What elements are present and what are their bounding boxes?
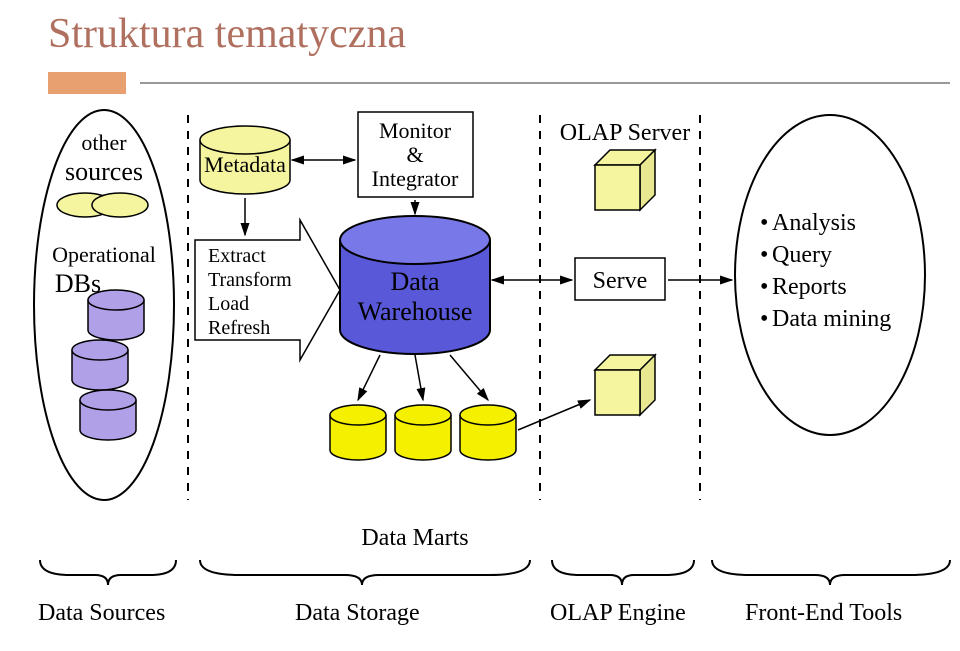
arrow-wh-mart3 bbox=[450, 355, 488, 400]
etl-load: Load bbox=[208, 293, 249, 315]
mart-cyl-1 bbox=[330, 405, 386, 460]
brace-4 bbox=[712, 560, 950, 585]
operational-label: Operational bbox=[52, 242, 156, 267]
bullet-mining: • bbox=[760, 306, 768, 332]
monitor-label-2: & bbox=[406, 142, 423, 167]
arrow-mart-cube bbox=[518, 400, 590, 430]
etl-refresh: Refresh bbox=[208, 317, 270, 339]
cube-2 bbox=[595, 355, 655, 415]
metadata-label: Metadata bbox=[204, 152, 286, 177]
mining-label: Data mining bbox=[772, 306, 891, 332]
sources-label: sources bbox=[65, 157, 143, 186]
serve-label: Serve bbox=[593, 268, 648, 294]
arrow-wh-mart1 bbox=[358, 355, 380, 400]
cube-1 bbox=[595, 150, 655, 210]
bottom-data-sources: Data Sources bbox=[38, 600, 165, 627]
query-label: Query bbox=[772, 242, 832, 268]
warehouse-label-1: Data bbox=[390, 267, 440, 296]
brace-2 bbox=[200, 560, 530, 585]
bullet-analysis: • bbox=[760, 210, 768, 236]
diagram-svg: other sources Operational DBs Metadata E… bbox=[0, 0, 960, 651]
bottom-front-end: Front-End Tools bbox=[745, 600, 902, 627]
analysis-label: Analysis bbox=[772, 210, 856, 236]
mart-cyl-3 bbox=[460, 405, 516, 460]
monitor-label-3: Integrator bbox=[372, 166, 459, 191]
arrow-wh-mart2 bbox=[415, 355, 423, 400]
marts-label: Data Marts bbox=[361, 525, 468, 551]
db-cyl-1 bbox=[88, 290, 144, 340]
sources-cyl bbox=[57, 193, 148, 217]
mart-cyl-2 bbox=[395, 405, 451, 460]
brace-3 bbox=[552, 560, 694, 585]
etl-transform: Transform bbox=[208, 269, 292, 291]
bullet-query: • bbox=[760, 242, 768, 268]
brace-1 bbox=[40, 560, 176, 585]
bottom-olap-engine: OLAP Engine bbox=[550, 600, 686, 627]
reports-label: Reports bbox=[772, 274, 847, 300]
db-cyl-2 bbox=[72, 340, 128, 390]
bullet-reports: • bbox=[760, 274, 768, 300]
monitor-label-1: Monitor bbox=[379, 118, 452, 143]
etl-extract: Extract bbox=[208, 245, 266, 267]
bottom-data-storage: Data Storage bbox=[295, 600, 420, 627]
olap-label: OLAP Server bbox=[560, 120, 690, 146]
warehouse-label-2: Warehouse bbox=[358, 297, 473, 326]
db-cyl-3 bbox=[80, 390, 136, 440]
other-label: other bbox=[81, 130, 127, 155]
